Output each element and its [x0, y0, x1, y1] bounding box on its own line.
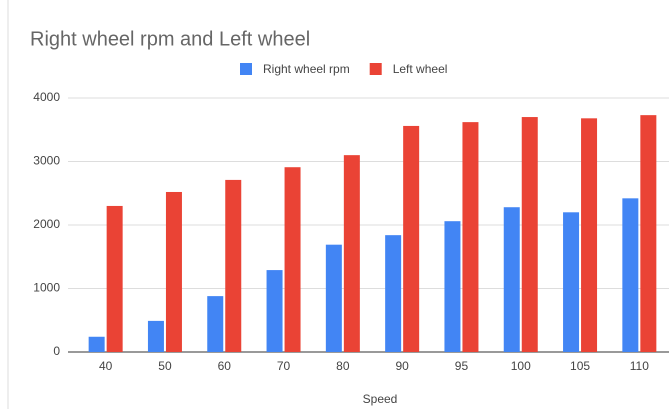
bar [622, 198, 639, 352]
bar [521, 117, 538, 352]
legend-label: Right wheel rpm [263, 62, 350, 76]
x-tick-label: 80 [336, 359, 350, 373]
x-tick-label: 50 [158, 359, 172, 373]
bar [207, 296, 224, 352]
bar [225, 179, 242, 352]
legend-swatch [369, 63, 382, 75]
bar [88, 336, 105, 352]
legend-swatch [240, 63, 252, 75]
y-tick-label: 4000 [33, 90, 60, 104]
x-axis-label: Speed [363, 392, 398, 406]
bar [106, 205, 123, 352]
x-tick-label: 70 [277, 359, 291, 373]
x-tick-label: 100 [511, 359, 531, 373]
bar [325, 244, 342, 352]
x-tick-label: 110 [630, 359, 649, 373]
x-tick-label: 95 [455, 359, 469, 373]
x-tick-label: 105 [570, 359, 590, 373]
bar [563, 212, 580, 352]
bar [503, 207, 520, 352]
legend-label: Left wheel [393, 62, 448, 76]
y-tick-label: 3000 [33, 154, 60, 168]
bar [147, 320, 164, 352]
bar [462, 122, 479, 352]
x-tick-label: 60 [218, 359, 232, 373]
bar [165, 191, 182, 352]
y-tick-label: 0 [53, 344, 60, 358]
bar [640, 115, 657, 353]
bar [385, 235, 402, 352]
bar [284, 167, 301, 352]
x-tick-label: 90 [395, 359, 409, 373]
bar [403, 125, 420, 352]
bar [444, 221, 461, 352]
bar [266, 270, 283, 352]
y-tick-label: 1000 [33, 281, 60, 295]
bar [343, 155, 360, 352]
bar [581, 118, 598, 352]
x-tick-label: 40 [99, 359, 113, 373]
y-tick-label: 2000 [33, 217, 60, 231]
chart-title: Right wheel rpm and Left wheel [30, 28, 310, 50]
